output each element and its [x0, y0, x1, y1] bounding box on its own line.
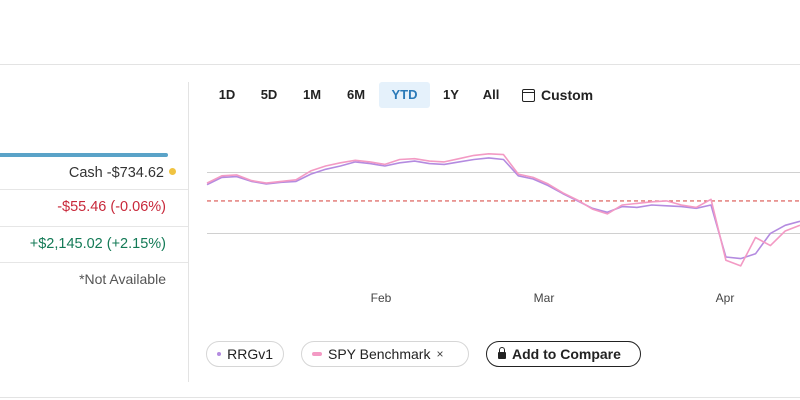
- legend-chip-spy[interactable]: SPY Benchmark ×: [301, 341, 469, 367]
- allocation-bar: [0, 153, 168, 157]
- performance-chart: Feb Mar Apr: [206, 152, 800, 305]
- x-axis-label-mar: Mar: [534, 291, 555, 305]
- add-to-compare-label: Add to Compare: [512, 346, 621, 362]
- total-change-value: +$2,145.02 (+2.15%): [29, 236, 166, 252]
- panel-divider: [188, 82, 189, 382]
- tab-6m[interactable]: 6M: [346, 87, 366, 102]
- not-available-note: *Not Available: [79, 271, 166, 287]
- tab-custom[interactable]: Custom: [522, 82, 602, 108]
- top-divider: [0, 64, 800, 65]
- tab-ytd[interactable]: YTD: [379, 82, 430, 108]
- series-line-spy: [206, 152, 800, 267]
- lock-icon: [498, 347, 506, 359]
- x-axis-label-feb: Feb: [371, 291, 392, 305]
- legend-label: SPY Benchmark: [328, 346, 431, 362]
- row-divider: [0, 226, 188, 227]
- tab-all[interactable]: All: [482, 87, 500, 102]
- legend-chip-rrgv1[interactable]: RRGv1: [206, 341, 284, 367]
- calendar-icon: [522, 88, 535, 102]
- row-divider: [0, 262, 188, 263]
- series-swatch: [217, 352, 222, 356]
- add-to-compare-button[interactable]: Add to Compare: [486, 341, 641, 367]
- cash-label: Cash -$734.62: [68, 165, 164, 181]
- series-swatch: [312, 352, 322, 356]
- tab-1y[interactable]: 1Y: [443, 87, 459, 102]
- cash-indicator-dot: [169, 168, 176, 175]
- row-divider: [0, 189, 188, 190]
- bottom-divider: [0, 397, 800, 398]
- tab-1m[interactable]: 1M: [302, 87, 322, 102]
- tab-custom-label: Custom: [541, 87, 594, 103]
- tab-1d[interactable]: 1D: [218, 87, 236, 102]
- day-change-value: -$55.46 (-0.06%): [57, 199, 166, 215]
- x-axis-label-apr: Apr: [716, 291, 735, 305]
- close-icon[interactable]: ×: [436, 347, 444, 361]
- legend-label: RRGv1: [227, 346, 273, 362]
- series-line-rrgv1: [206, 157, 800, 260]
- portfolio-summary: Cash -$734.62 -$55.46 (-0.06%) +$2,145.0…: [0, 65, 188, 397]
- tab-5d[interactable]: 5D: [260, 87, 278, 102]
- cash-row: Cash -$734.62: [0, 165, 176, 181]
